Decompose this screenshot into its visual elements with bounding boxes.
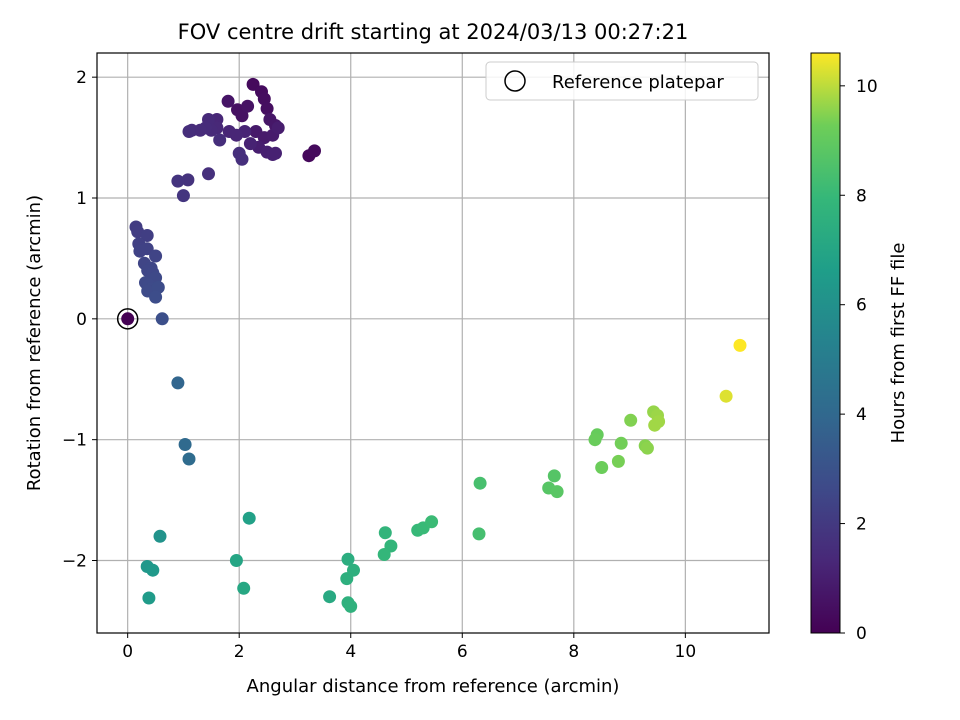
data-point bbox=[229, 554, 243, 567]
plot-frame bbox=[96, 52, 770, 634]
x-tick-label: 4 bbox=[345, 642, 356, 662]
data-point bbox=[640, 441, 654, 455]
data-point bbox=[176, 189, 190, 203]
x-axis-label: Angular distance from reference (arcmin) bbox=[247, 676, 620, 697]
data-point bbox=[547, 469, 561, 483]
data-point bbox=[121, 312, 135, 326]
legend-box bbox=[485, 61, 759, 101]
x-tick-label: 8 bbox=[568, 642, 579, 662]
data-point bbox=[149, 249, 163, 263]
chart-title: FOV centre drift starting at 2024/03/13 … bbox=[178, 20, 689, 44]
data-point bbox=[719, 389, 733, 403]
data-point bbox=[472, 527, 486, 541]
data-point bbox=[271, 121, 285, 135]
colorbar-ticks: 0 2 4 6 8 10 bbox=[840, 77, 878, 644]
x-tick-label: 0 bbox=[122, 642, 133, 662]
data-point bbox=[178, 438, 192, 451]
colorbar-tick-label: 8 bbox=[856, 186, 867, 206]
data-point bbox=[182, 125, 196, 138]
data-point bbox=[171, 376, 185, 390]
data-point bbox=[202, 167, 215, 181]
legend-marker bbox=[504, 70, 526, 92]
data-point bbox=[140, 242, 154, 256]
y-tick-label: −2 bbox=[62, 552, 87, 572]
x-tick-label: 2 bbox=[234, 642, 245, 662]
data-point bbox=[142, 591, 156, 605]
data-point bbox=[243, 137, 257, 151]
data-point bbox=[733, 338, 747, 352]
y-tick-label: 0 bbox=[76, 310, 87, 330]
data-point bbox=[235, 109, 249, 123]
data-point bbox=[341, 552, 355, 566]
data-point bbox=[155, 312, 169, 326]
data-point bbox=[308, 144, 321, 158]
data-point bbox=[237, 581, 251, 595]
data-point bbox=[260, 102, 274, 116]
data-point bbox=[153, 529, 167, 543]
data-point bbox=[269, 146, 282, 160]
legend: Reference platepar bbox=[485, 61, 759, 101]
data-point bbox=[222, 125, 236, 138]
data-point bbox=[149, 290, 163, 304]
colorbar-label: Hours from first FF file bbox=[888, 243, 909, 444]
data-point bbox=[648, 418, 662, 432]
data-point bbox=[181, 173, 195, 187]
axis-ticks: 0 2 4 6 8 10 −2 −1 0 1 2 bbox=[62, 68, 696, 662]
data-point bbox=[246, 77, 260, 91]
data-point bbox=[377, 548, 391, 561]
data-point bbox=[140, 229, 154, 242]
data-point bbox=[213, 133, 227, 147]
data-point bbox=[242, 511, 256, 525]
data-point bbox=[378, 526, 392, 540]
data-point bbox=[241, 99, 255, 113]
colorbar-tick-label: 6 bbox=[856, 296, 867, 316]
data-point bbox=[182, 452, 196, 466]
x-tick-label: 10 bbox=[675, 642, 697, 662]
reference-platepar-marker bbox=[116, 308, 139, 330]
legend-label: Reference platepar bbox=[552, 72, 724, 93]
colorbar-tick-label: 2 bbox=[856, 515, 867, 535]
data-points bbox=[116, 77, 747, 613]
colorbar: 0 2 4 6 8 10 Hours from first FF file bbox=[810, 52, 909, 644]
data-point bbox=[347, 563, 360, 577]
colorbar-gradient bbox=[810, 52, 841, 634]
data-point bbox=[614, 436, 628, 450]
y-axis-label: Rotation from reference (arcmin) bbox=[24, 195, 45, 491]
data-point bbox=[611, 454, 625, 468]
y-tick-label: −1 bbox=[62, 431, 87, 451]
data-point bbox=[550, 485, 564, 499]
data-point bbox=[595, 461, 609, 474]
colorbar-tick-label: 4 bbox=[856, 405, 867, 425]
y-tick-label: 1 bbox=[76, 189, 87, 209]
data-point bbox=[221, 94, 235, 108]
colorbar-tick-label: 10 bbox=[856, 77, 878, 97]
data-point bbox=[146, 563, 160, 577]
data-point bbox=[171, 174, 185, 188]
data-point bbox=[323, 590, 337, 604]
data-point bbox=[624, 413, 638, 427]
colorbar-tick-label: 0 bbox=[856, 624, 867, 644]
data-point bbox=[235, 152, 249, 166]
data-point bbox=[344, 599, 358, 613]
data-point bbox=[473, 476, 487, 490]
data-point bbox=[588, 433, 602, 447]
x-tick-label: 6 bbox=[457, 642, 468, 662]
grid bbox=[97, 53, 769, 633]
data-point bbox=[425, 515, 439, 529]
y-tick-label: 2 bbox=[76, 68, 87, 88]
